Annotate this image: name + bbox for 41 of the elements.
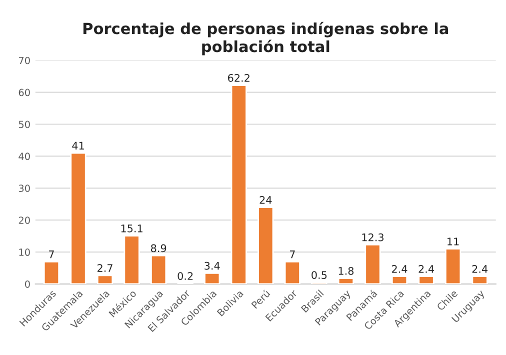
- data-label: 2.4: [472, 265, 488, 273]
- data-label: 7: [49, 250, 54, 258]
- data-label: 0.2: [178, 272, 193, 280]
- data-label: 8.9: [150, 244, 166, 252]
- bar: [150, 254, 167, 284]
- bar: [43, 260, 60, 284]
- y-tick-label: 50: [18, 120, 30, 128]
- data-label: 24: [260, 196, 272, 204]
- data-label: 0.5: [312, 271, 327, 279]
- bar: [258, 206, 274, 284]
- y-tick-label: 70: [18, 56, 30, 64]
- bar: [96, 274, 114, 284]
- bar: [418, 276, 434, 284]
- bar: [284, 260, 300, 284]
- data-label: 1.8: [338, 266, 354, 275]
- y-tick-label: 30: [18, 184, 30, 192]
- data-label: 62.2: [228, 74, 250, 82]
- bar: [364, 244, 381, 284]
- chart-title: Porcentaje de personas indígenas sobre la población total: [83, 22, 448, 56]
- bar: [444, 248, 462, 284]
- data-label: 2.4: [418, 265, 434, 273]
- bar: [70, 152, 86, 284]
- bar: [338, 278, 354, 284]
- y-tick-label: 20: [18, 216, 30, 224]
- data-label: 3.4: [204, 262, 220, 270]
- data-label: 12.3: [362, 233, 384, 242]
- bar: [230, 84, 247, 284]
- bar: [472, 276, 488, 284]
- data-label: 7: [290, 250, 295, 258]
- bar: [124, 235, 140, 284]
- y-tick-label: 60: [18, 88, 30, 96]
- data-label: 2.7: [98, 264, 112, 272]
- y-tick-label: 0: [25, 280, 30, 288]
- data-label: 41: [72, 142, 84, 150]
- data-label: 11: [448, 238, 459, 246]
- y-tick-label: 40: [18, 152, 30, 160]
- data-label: 15.1: [121, 224, 142, 232]
- bar: [391, 276, 408, 284]
- data-label: 2.4: [392, 265, 408, 273]
- bar: [204, 272, 220, 284]
- y-tick-label: 10: [19, 248, 30, 256]
